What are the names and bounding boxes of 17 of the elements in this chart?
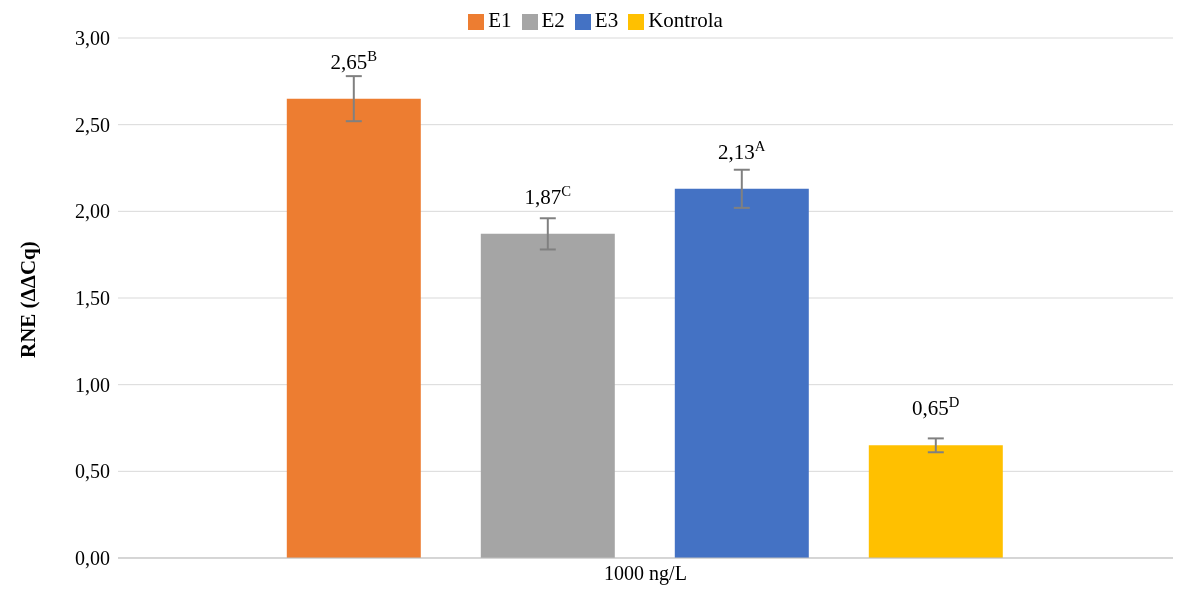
y-tick-label: 1,00 (75, 373, 110, 396)
y-tick-label: 0,50 (75, 460, 110, 483)
legend-label: E2 (541, 8, 565, 32)
y-tick-label: 2,50 (75, 113, 110, 136)
data-label: 2,13$^{A}$ (718, 137, 766, 164)
y-tick-label: 0,00 (75, 547, 110, 570)
data-label: 0,65$^{D}$ (912, 394, 960, 421)
y-tick-label: 2,00 (75, 200, 110, 223)
y-tick-label: 1,50 (75, 287, 110, 310)
data-label: 2,65$^{B}$ (330, 47, 378, 74)
legend-label: E3 (594, 8, 619, 32)
x-tick-label: 1000 ng/L (604, 562, 687, 586)
y-tick-label: 3,00 (75, 27, 110, 50)
legend-label: E1 (488, 8, 512, 32)
data-label: 1,87$^{C}$ (524, 182, 572, 209)
y-axis-title: RNE (ΔΔCq) (16, 241, 41, 358)
legend-label: Kontrola (648, 8, 723, 32)
